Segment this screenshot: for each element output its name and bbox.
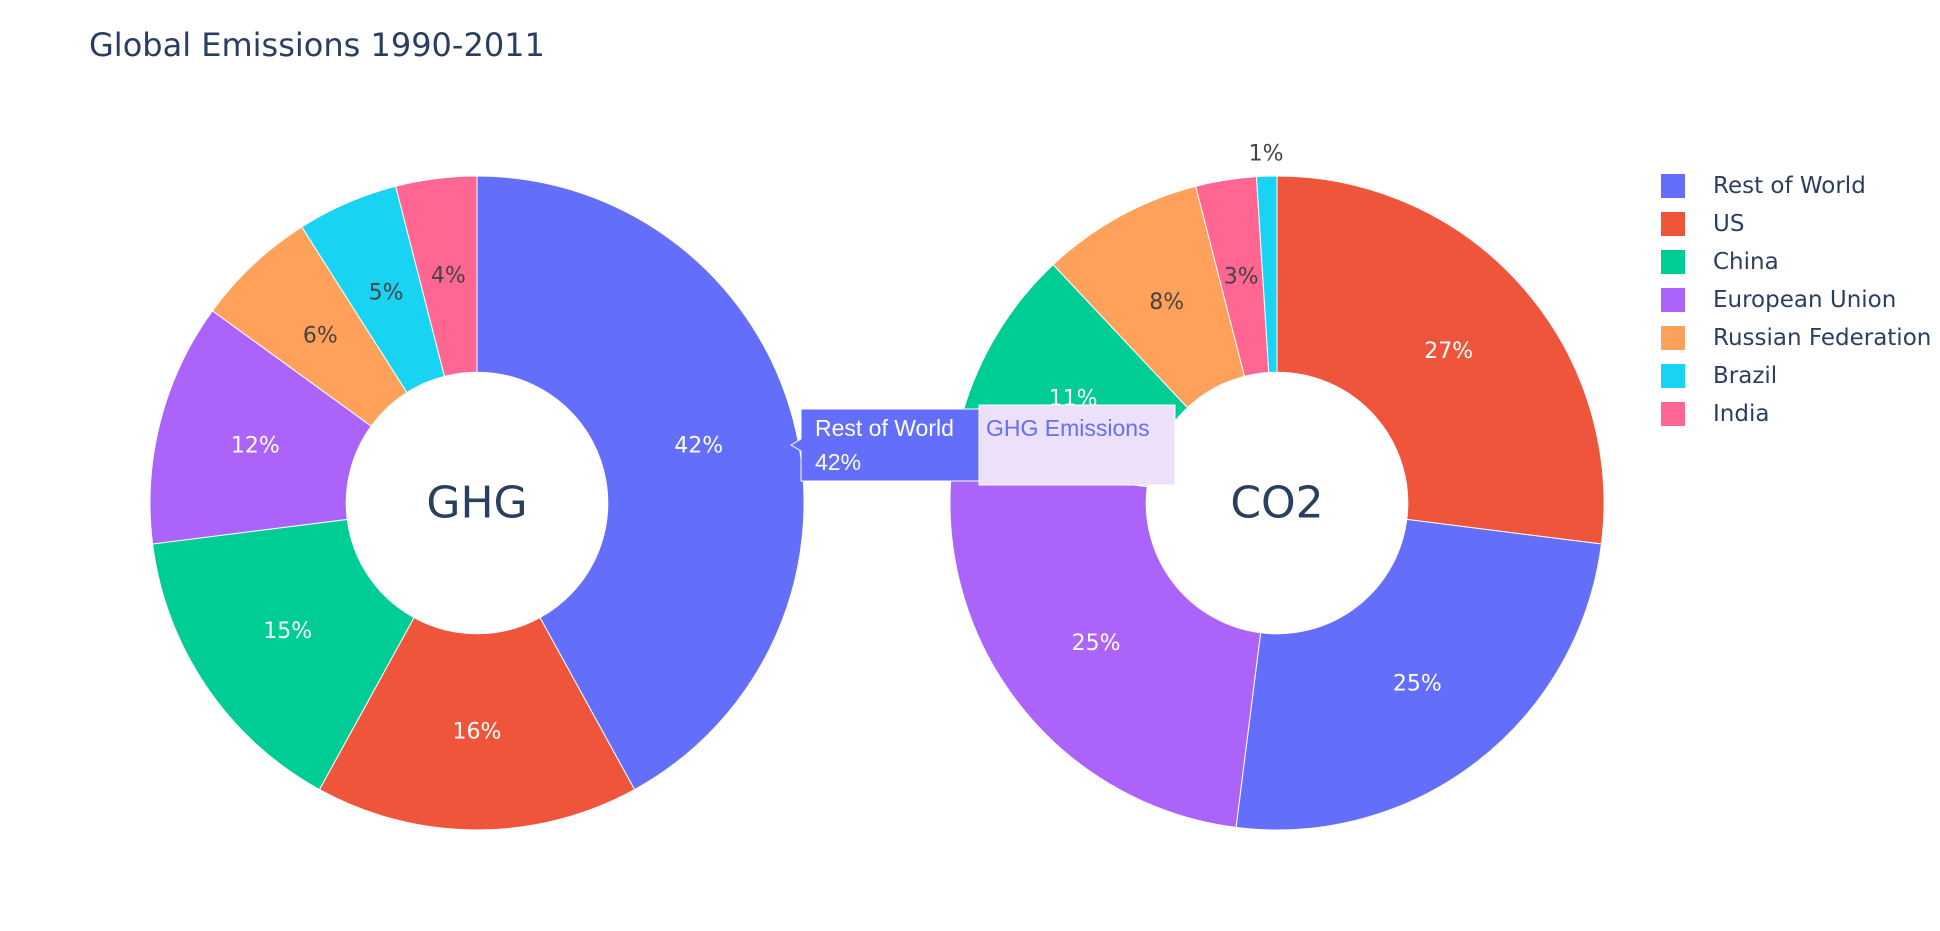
legend-swatch-brazil: [1661, 364, 1685, 388]
pies-layer: 42%16%15%12%6%5%4%GHG27%25%25%11%8%3%1%C…: [149, 142, 1605, 831]
hover-tooltip: Rest of World 42% GHG Emissions: [790, 404, 1176, 486]
slice-label-co2-india: 3%: [1224, 264, 1259, 289]
slice-ghg-rest-of-world[interactable]: [476, 175, 805, 791]
chart-title: Global Emissions 1990-2011: [89, 26, 545, 64]
legend-label-china: China: [1713, 249, 1779, 275]
legend-label-european-union: European Union: [1713, 287, 1896, 313]
legend-item-brazil[interactable]: Brazil: [1661, 363, 1777, 389]
slice-ghg-china[interactable]: [152, 518, 415, 791]
slice-ghg-us[interactable]: [318, 616, 636, 831]
legend-swatch-european-union: [1661, 288, 1685, 312]
slice-label-co2-brazil: 1%: [1249, 142, 1284, 167]
legend-item-china[interactable]: China: [1661, 249, 1779, 275]
slice-label-ghg-china: 15%: [263, 619, 312, 644]
slice-label-ghg-brazil: 5%: [369, 280, 404, 305]
slice-label-ghg-us: 16%: [453, 719, 502, 744]
legend-swatch-india: [1661, 402, 1685, 426]
hover-trace-box: [978, 404, 1176, 486]
hover-trace-name: GHG Emissions: [986, 415, 1150, 441]
legend-swatch-rest-of-world: [1661, 174, 1685, 198]
slice-label-ghg-european-union: 12%: [231, 434, 280, 459]
slice-label-ghg-russian-federation: 6%: [303, 324, 338, 349]
hover-value: 42%: [815, 449, 861, 475]
legend-label-russian-federation: Russian Federation: [1713, 325, 1931, 351]
slice-label-co2-rest-of-world: 25%: [1393, 671, 1442, 696]
hover-label: Rest of World: [815, 415, 954, 441]
hole-label-ghg: GHG: [426, 478, 527, 529]
slice-co2-european-union[interactable]: [949, 461, 1262, 828]
legend-swatch-us: [1661, 212, 1685, 236]
pie-ghg: 42% 16% 15% 12% 6% 5% 4% GHG: [149, 175, 805, 831]
legend-label-brazil: Brazil: [1713, 363, 1777, 389]
legend-swatch-russian-federation: [1661, 326, 1685, 350]
slice-label-ghg-india: 4%: [431, 263, 466, 288]
legend-label-us: US: [1713, 211, 1744, 237]
slice-ghg-european-union[interactable]: [149, 310, 372, 545]
slice-label-co2-european-union: 25%: [1072, 631, 1121, 656]
legend-item-russian-federation[interactable]: Russian Federation: [1661, 325, 1931, 351]
pie-co2: 27%25%25%11%8%3%1%CO2: [949, 142, 1605, 831]
legend-label-india: India: [1713, 401, 1769, 427]
slice-ghg-india[interactable]: [395, 175, 478, 377]
slice-label-ghg-rest-of-world: 42%: [674, 434, 723, 459]
legend-label-rest-of-world: Rest of World: [1713, 173, 1866, 199]
legend-swatch-china: [1661, 250, 1685, 274]
legend-item-india[interactable]: India: [1661, 401, 1769, 427]
slice-label-co2-us: 27%: [1424, 339, 1473, 364]
legend: Rest of World US China European Union Russia…: [1661, 173, 1931, 427]
slice-co2-us[interactable]: [1276, 175, 1605, 545]
legend-item-european-union[interactable]: European Union: [1661, 287, 1896, 313]
slice-co2-brazil[interactable]: [1255, 175, 1278, 373]
hole-label-co2: CO2: [1230, 478, 1323, 529]
slice-co2-rest-of-world[interactable]: [1235, 518, 1602, 831]
slice-label-co2-russian-federation: 8%: [1149, 290, 1184, 315]
legend-item-us[interactable]: US: [1661, 211, 1744, 237]
legend-item-rest-of-world[interactable]: Rest of World: [1661, 173, 1866, 199]
